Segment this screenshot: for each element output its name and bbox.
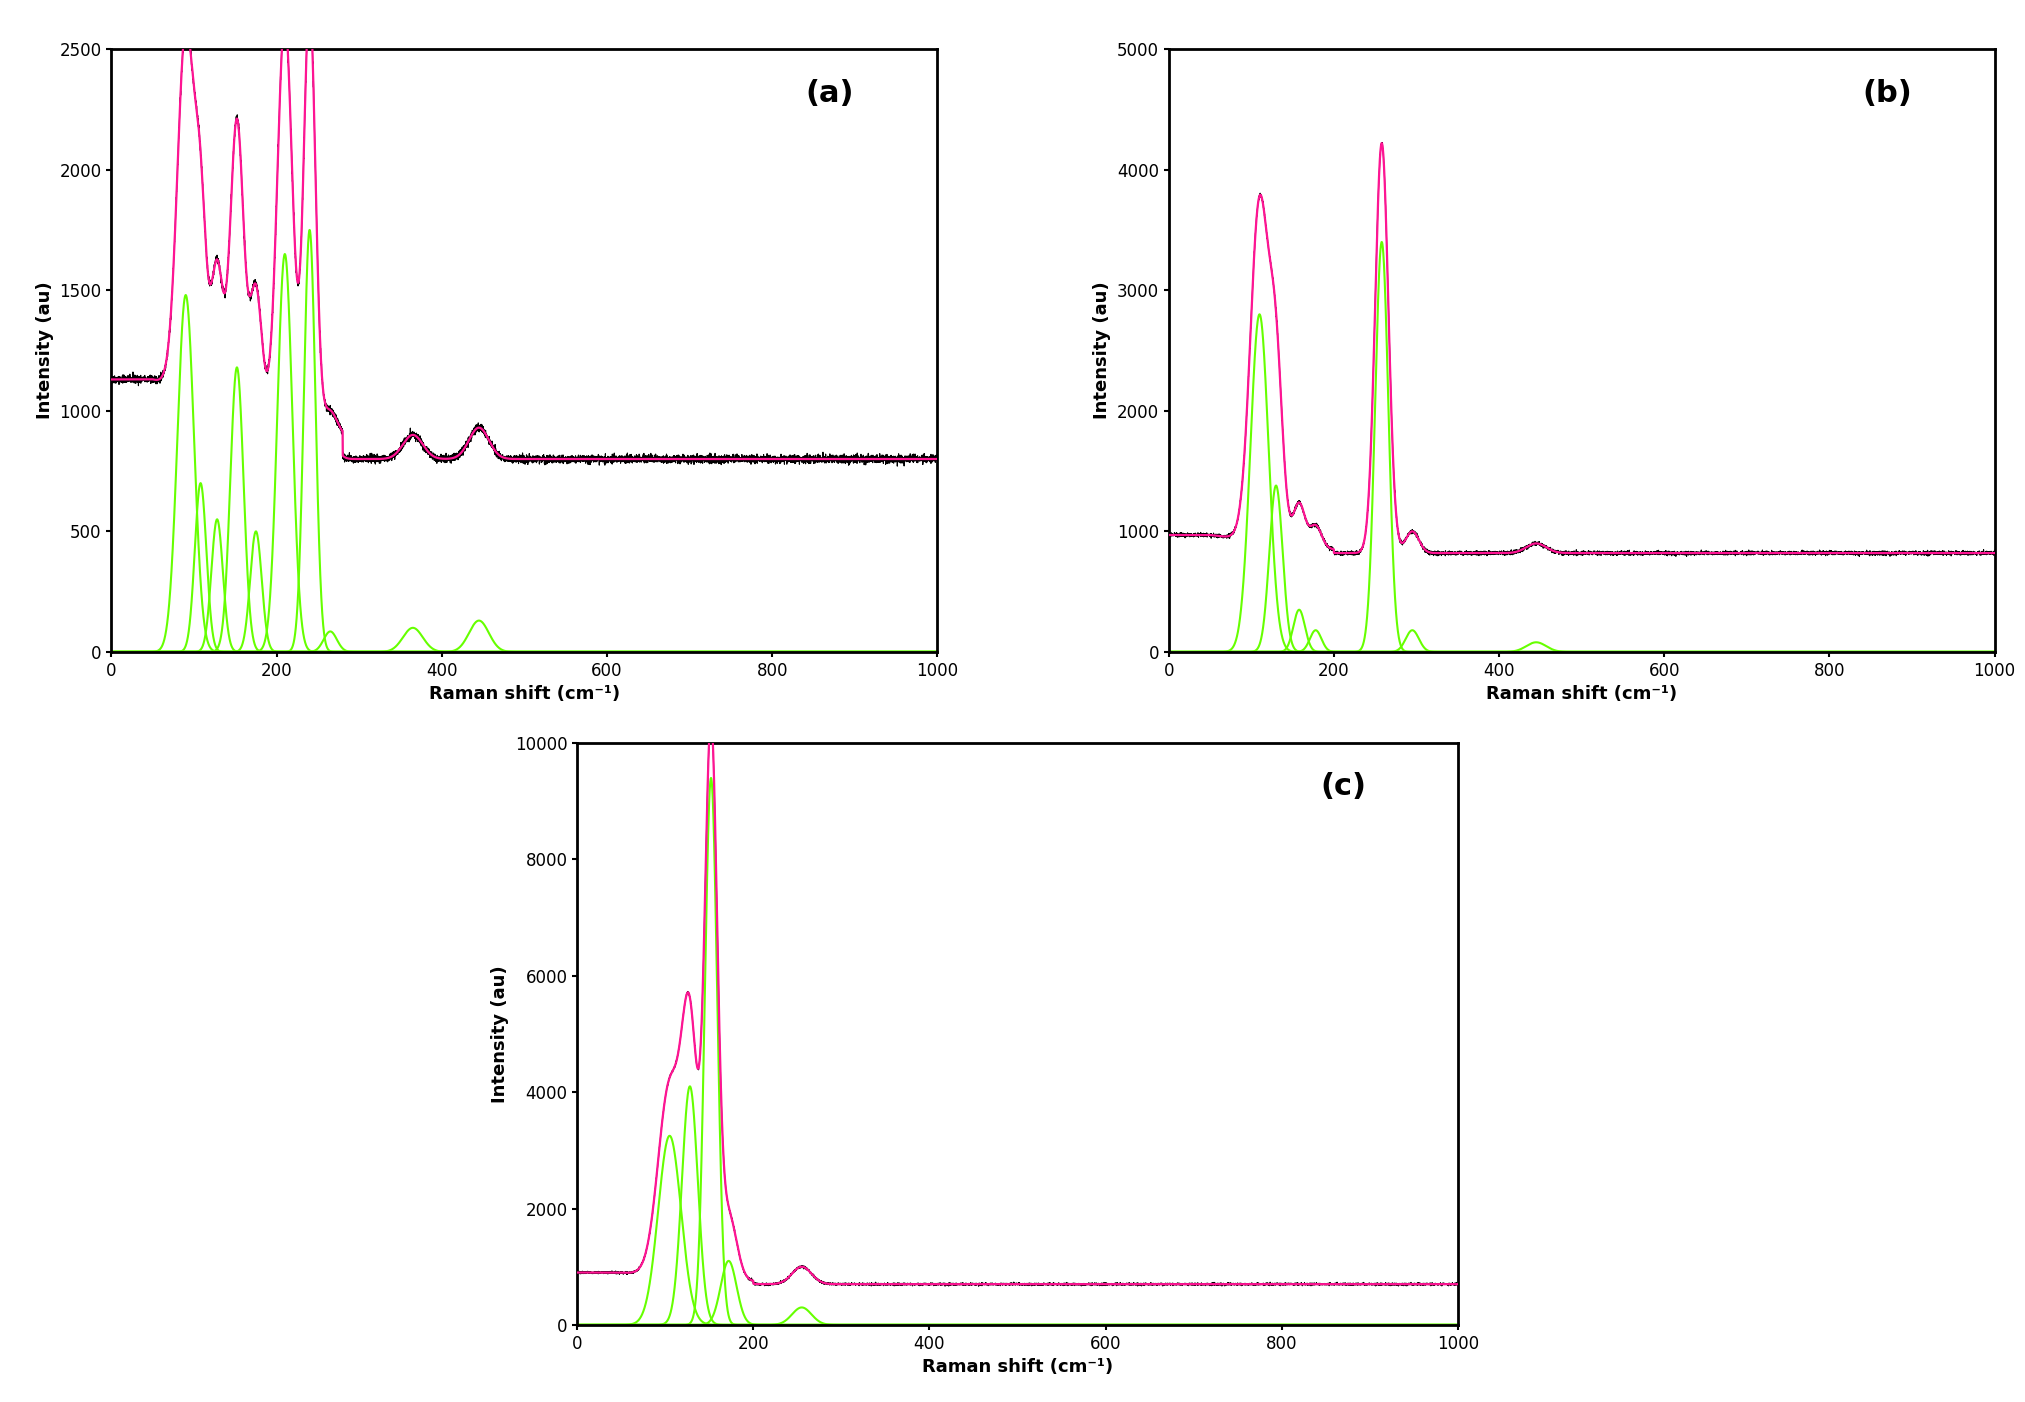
X-axis label: Raman shift (cm⁻¹): Raman shift (cm⁻¹): [921, 1359, 1114, 1377]
Text: (b): (b): [1863, 79, 1912, 108]
Y-axis label: Intensity (au): Intensity (au): [492, 965, 508, 1103]
Y-axis label: Intensity (au): Intensity (au): [36, 282, 55, 419]
Text: (c): (c): [1320, 773, 1367, 801]
X-axis label: Raman shift (cm⁻¹): Raman shift (cm⁻¹): [1486, 686, 1677, 704]
X-axis label: Raman shift (cm⁻¹): Raman shift (cm⁻¹): [429, 686, 620, 704]
Y-axis label: Intensity (au): Intensity (au): [1094, 282, 1112, 419]
Text: (a): (a): [806, 79, 855, 108]
